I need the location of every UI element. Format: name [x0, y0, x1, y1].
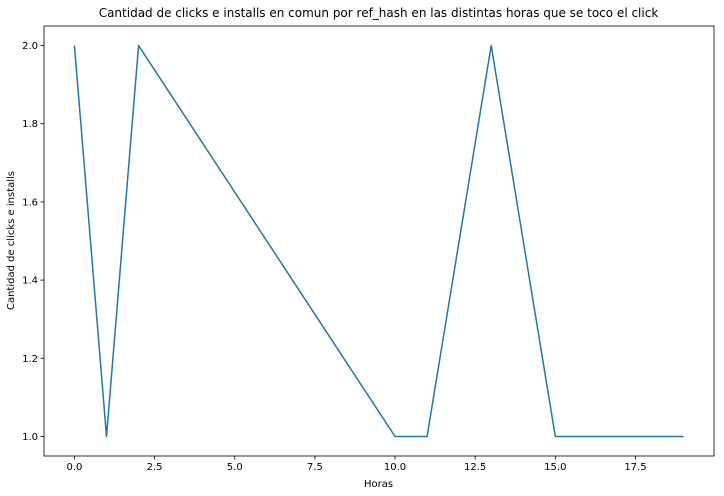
- x-tick-label: 5.0: [227, 462, 243, 473]
- x-tick-label: 15.0: [544, 462, 566, 473]
- x-tick-label: 17.5: [624, 462, 646, 473]
- x-tick-label: 12.5: [464, 462, 486, 473]
- plot-area: 0.0 2.5 5.0 7.5 10.0 12.5 15.0 17.5 1.0 1.2 1.4 1.6…: [22, 25, 715, 473]
- y-tick-label: 2.0: [22, 41, 38, 52]
- y-tick-label: 1.8: [22, 119, 38, 130]
- x-tick-label: 7.5: [307, 462, 323, 473]
- y-axis-label: Cantidad de clicks e installs: [6, 171, 17, 310]
- y-tick-label: 1.6: [22, 197, 38, 208]
- plot-frame: [43, 25, 715, 457]
- x-axis-label: Horas: [364, 479, 393, 490]
- x-tick-label: 2.5: [147, 462, 163, 473]
- series-line-0: [73, 44, 684, 438]
- x-tick-label: 0.0: [67, 462, 83, 473]
- y-tick-label: 1.2: [22, 354, 38, 365]
- y-tick-label: 1.4: [22, 276, 38, 287]
- y-tick-label: 1.0: [22, 432, 38, 443]
- x-tick-label: 10.0: [384, 462, 406, 473]
- chart-title: Cantidad de clicks e installs en comun p…: [99, 6, 659, 20]
